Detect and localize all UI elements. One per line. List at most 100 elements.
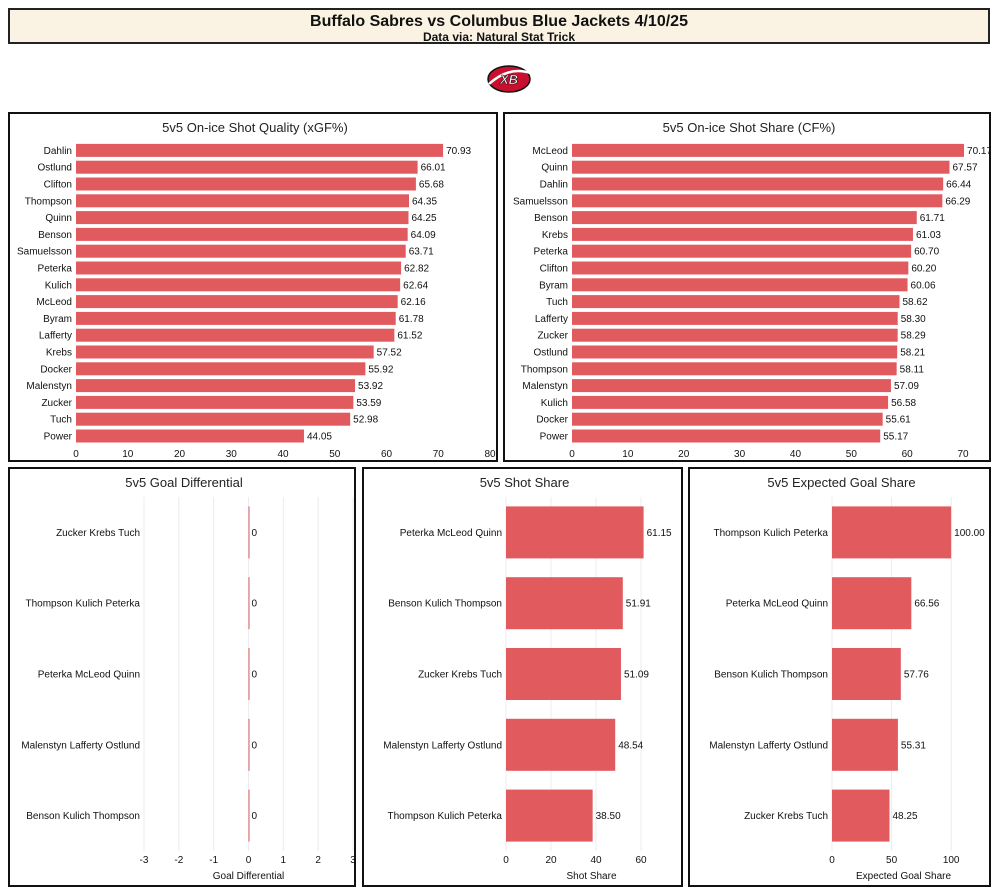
chart-title: 5v5 On-ice Shot Quality (xGF%): [162, 120, 348, 135]
x-tick-label: 30: [226, 449, 238, 460]
value-label: 60.06: [911, 280, 936, 291]
bar: [572, 177, 944, 191]
category-label: Malenstyn Lafferty Ostlund: [21, 740, 140, 751]
value-label: 48.54: [618, 740, 643, 751]
bar: [832, 506, 952, 559]
xgf-chart-svg: 5v5 On-ice Shot Quality (xGF%) Dahlin 70.9…: [17, 120, 496, 460]
x-tick-label: 3: [350, 855, 356, 866]
value-label: 53.92: [358, 381, 383, 392]
category-label: Kulich: [45, 280, 72, 291]
x-tick-label: 0: [246, 855, 252, 866]
bar: [76, 227, 408, 241]
value-label: 100.00: [954, 528, 985, 539]
value-label: 66.01: [421, 163, 446, 174]
category-label: Malenstyn Lafferty Ostlund: [383, 740, 502, 751]
bar: [506, 789, 593, 842]
category-label: Thompson Kulich Peterka: [713, 528, 828, 539]
panel-cf-chart: 5v5 On-ice Shot Share (CF%) McLeod 70.17 Qu…: [503, 112, 991, 462]
x-tick-label: 0: [569, 449, 575, 460]
category-label: McLeod: [532, 146, 568, 157]
value-label: 55.17: [883, 432, 908, 443]
category-label: Samuelsson: [513, 196, 568, 207]
logo-text: XB: [499, 72, 518, 87]
chart-title: 5v5 On-ice Shot Share (CF%): [663, 120, 836, 135]
x-tick-label: 50: [886, 855, 898, 866]
category-label: Power: [540, 432, 569, 443]
category-label: Ostlund: [534, 348, 568, 359]
bar: [572, 328, 898, 342]
x-tick-label: 10: [622, 449, 634, 460]
category-label: Krebs: [542, 230, 568, 241]
category-label: Zucker Krebs Tuch: [418, 670, 502, 681]
x-tick-label: 40: [790, 449, 802, 460]
value-label: 61.78: [399, 314, 424, 325]
bar: [572, 345, 898, 359]
x-tick-label: 10: [122, 449, 134, 460]
bar: [572, 311, 898, 325]
x-tick-label: -1: [209, 855, 218, 866]
bar: [572, 429, 881, 443]
value-label: 58.21: [900, 348, 925, 359]
x-tick-label: -2: [174, 855, 183, 866]
category-label: Byram: [539, 280, 568, 291]
bar: [506, 506, 644, 559]
value-label: 66.29: [945, 196, 970, 207]
bar: [76, 194, 410, 208]
value-label: 66.56: [914, 599, 939, 610]
panel-xgf-chart: 5v5 On-ice Shot Quality (xGF%) Dahlin 70.9…: [8, 112, 498, 462]
xgs-chart-svg: 5v5 Expected Goal Share Thompson Kulich P…: [709, 475, 985, 882]
value-label: 62.16: [401, 297, 426, 308]
category-label: Peterka: [38, 264, 73, 275]
x-tick-label: 2: [315, 855, 321, 866]
bar: [506, 718, 616, 771]
category-label: Benson: [534, 213, 568, 224]
x-tick-label: 60: [635, 855, 647, 866]
category-label: Thompson Kulich Peterka: [25, 599, 140, 610]
value-label: 55.61: [886, 415, 911, 426]
category-label: Peterka McLeod Quinn: [400, 528, 502, 539]
x-tick-label: 100: [943, 855, 960, 866]
category-label: Malenstyn: [522, 381, 568, 392]
chart-title: 5v5 Goal Differential: [125, 475, 243, 490]
value-label: 52.98: [353, 415, 378, 426]
bar: [572, 395, 889, 409]
category-label: Benson Kulich Thompson: [388, 599, 502, 610]
category-label: Zucker: [41, 398, 72, 409]
category-label: Dahlin: [44, 146, 72, 157]
bar: [572, 362, 897, 376]
gd-chart-svg: 5v5 Goal Differential Zucker Krebs Tuch 0 T…: [21, 475, 356, 882]
category-label: Thompson: [25, 196, 72, 207]
value-label: 53.59: [356, 398, 381, 409]
bar: [76, 345, 374, 359]
category-label: Clifton: [540, 264, 568, 275]
category-label: Peterka: [534, 247, 569, 258]
value-label: 55.92: [368, 364, 393, 375]
x-tick-label: 80: [484, 449, 496, 460]
category-label: Zucker Krebs Tuch: [744, 811, 828, 822]
value-label: 61.52: [397, 331, 422, 342]
bar: [76, 143, 444, 157]
category-label: Power: [44, 432, 73, 443]
category-label: Dahlin: [540, 180, 568, 191]
bar: [506, 577, 623, 630]
value-label: 63.71: [409, 247, 434, 258]
bar: [572, 227, 913, 241]
bar: [832, 648, 901, 700]
x-tick-label: 70: [958, 449, 970, 460]
value-label: 0: [252, 528, 258, 539]
x-tick-label: 1: [281, 855, 287, 866]
bar: [832, 789, 890, 842]
value-label: 64.25: [411, 213, 436, 224]
panel-goal-differential-chart: 5v5 Goal Differential Zucker Krebs Tuch 0 T…: [8, 467, 356, 887]
category-label: Zucker: [537, 331, 568, 342]
category-label: McLeod: [36, 297, 72, 308]
bar: [76, 412, 351, 426]
category-label: Kulich: [541, 398, 568, 409]
value-label: 0: [252, 670, 258, 681]
value-label: 58.62: [902, 297, 927, 308]
value-label: 51.91: [626, 599, 651, 610]
value-label: 62.64: [403, 280, 428, 291]
x-tick-label: 30: [734, 449, 746, 460]
sabres-logo-icon: XB: [487, 65, 531, 93]
value-label: 61.15: [647, 528, 672, 539]
